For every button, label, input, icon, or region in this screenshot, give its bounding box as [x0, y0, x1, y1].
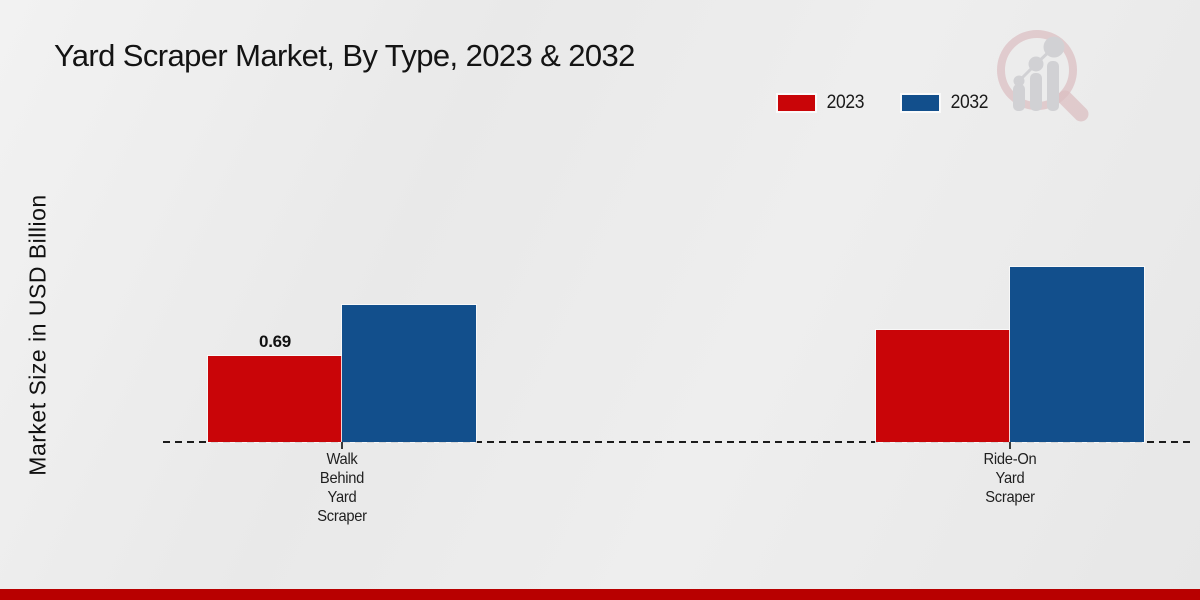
legend-item-2023: 2023 [778, 92, 866, 114]
category-label-walk-behind-yard-scraper: Walk Behind Yard Scraper [317, 451, 367, 525]
legend-swatch-2023 [778, 95, 815, 111]
category-label-ride-on-yard-scraper: Ride-On Yard Scraper [983, 451, 1037, 506]
bar-value-label-2023-walk-behind-yard-scraper: 0.69 [259, 332, 291, 351]
legend-label-2032: 2032 [950, 92, 988, 113]
footer-accent-bar [0, 589, 1200, 600]
magnifier-chart-logo-icon [997, 30, 1089, 122]
legend: 2023 2032 [778, 92, 989, 114]
bar-2023-ride-on-yard-scraper [876, 330, 1010, 442]
legend-swatch-2032 [901, 95, 939, 111]
bar-2032-ride-on-yard-scraper [1010, 267, 1144, 442]
bar-2032-walk-behind-yard-scraper [342, 305, 476, 442]
legend-label-2023: 2023 [826, 92, 865, 113]
x-axis-baseline [163, 441, 1190, 443]
x-axis-tick-ride-on-yard-scraper [1009, 442, 1011, 449]
x-axis-tick-walk-behind-yard-scraper [341, 442, 343, 449]
legend-item-2032: 2032 [901, 92, 990, 114]
bar-2023-walk-behind-yard-scraper [208, 356, 342, 442]
chart-title: Yard Scraper Market, By Type, 2023 & 203… [54, 38, 635, 73]
